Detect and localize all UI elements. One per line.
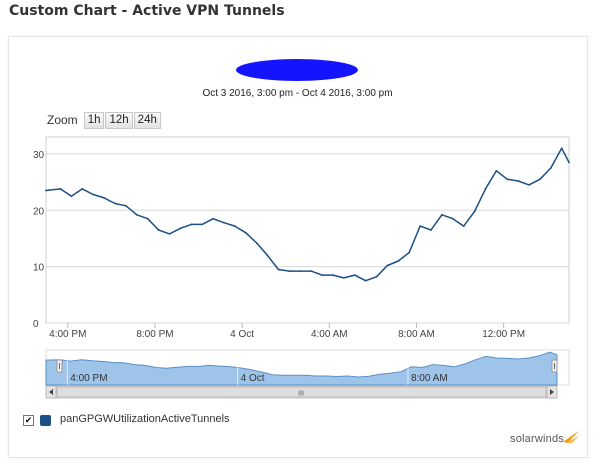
zoom-12h-button[interactable]: 12h: [105, 111, 133, 129]
navigator-left-handle[interactable]: [56, 359, 63, 373]
arrow-left-icon: [49, 389, 53, 395]
page-title: Custom Chart - Active VPN Tunnels: [9, 3, 285, 19]
solarwinds-logo: solarwinds: [510, 433, 564, 445]
navigator-tick-label: 4 Oct: [241, 373, 265, 384]
zoom-controls: Zoom 1h 12h 24h: [47, 111, 162, 129]
arrow-right-icon: [550, 389, 554, 395]
navigator-tick-label: 8:00 AM: [411, 373, 448, 384]
scrollbar[interactable]: III: [45, 385, 558, 399]
solarwinds-swoosh-icon: [563, 431, 579, 443]
scroll-right-button[interactable]: [546, 385, 558, 399]
date-range: Oct 3 2016, 3:00 pm - Oct 4 2016, 3:00 p…: [202, 88, 393, 99]
zoom-24h-button[interactable]: 24h: [133, 111, 161, 129]
navigator[interactable]: 4:00 PM 4 Oct 8:00 AM: [45, 349, 570, 386]
zoom-1h-button[interactable]: 1h: [83, 111, 105, 129]
navigator-right-handle[interactable]: [551, 359, 558, 373]
legend-swatch: [40, 415, 51, 426]
scroll-left-button[interactable]: [45, 385, 57, 399]
redacted-chart-title: [236, 59, 358, 81]
scrollbar-thumb[interactable]: [56, 386, 547, 398]
legend-series-name[interactable]: panGPGWUtilizationActiveTunnels: [60, 413, 230, 425]
zoom-label: Zoom: [47, 113, 78, 127]
navigator-tick-label: 4:00 PM: [70, 373, 107, 384]
navigator-area: [45, 351, 558, 386]
scrollbar-grip: III: [298, 391, 304, 398]
series-visibility-checkbox[interactable]: ✔: [23, 415, 34, 426]
